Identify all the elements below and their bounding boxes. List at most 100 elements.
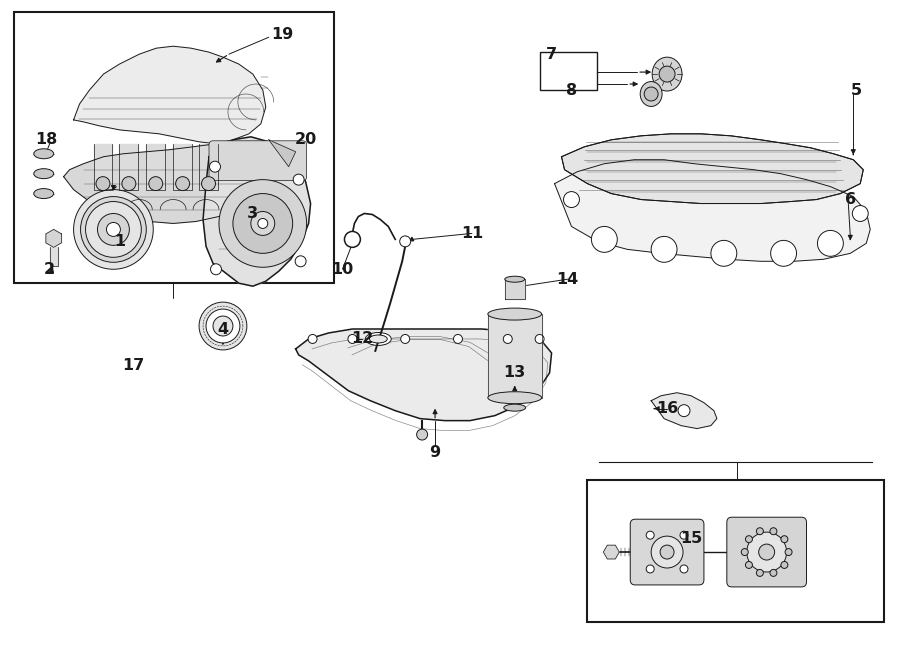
Circle shape xyxy=(785,549,792,555)
Ellipse shape xyxy=(34,149,54,159)
Circle shape xyxy=(646,531,654,539)
Polygon shape xyxy=(269,140,296,167)
Ellipse shape xyxy=(504,404,526,411)
Circle shape xyxy=(745,535,752,543)
Circle shape xyxy=(293,174,304,185)
Circle shape xyxy=(148,176,163,190)
Circle shape xyxy=(781,561,788,568)
Polygon shape xyxy=(50,247,58,266)
Circle shape xyxy=(652,536,683,568)
Polygon shape xyxy=(554,160,870,261)
Circle shape xyxy=(644,87,658,101)
Polygon shape xyxy=(46,229,61,247)
Circle shape xyxy=(74,190,153,269)
Circle shape xyxy=(852,206,868,221)
Polygon shape xyxy=(203,137,310,286)
Circle shape xyxy=(199,302,247,350)
Circle shape xyxy=(202,176,215,190)
Text: 9: 9 xyxy=(429,445,441,460)
Circle shape xyxy=(770,241,796,266)
Text: 14: 14 xyxy=(556,272,579,287)
Polygon shape xyxy=(147,144,166,190)
Bar xyxy=(540,52,598,90)
Circle shape xyxy=(660,545,674,559)
Circle shape xyxy=(251,212,274,235)
Circle shape xyxy=(759,544,775,560)
Circle shape xyxy=(417,429,428,440)
Circle shape xyxy=(536,334,544,344)
Circle shape xyxy=(257,219,268,229)
Circle shape xyxy=(652,237,677,262)
Polygon shape xyxy=(64,144,271,223)
Bar xyxy=(588,481,884,622)
Ellipse shape xyxy=(505,276,525,282)
Polygon shape xyxy=(603,545,619,559)
FancyBboxPatch shape xyxy=(727,517,806,587)
Polygon shape xyxy=(74,46,265,144)
Polygon shape xyxy=(94,144,112,190)
Circle shape xyxy=(678,405,690,416)
Text: 8: 8 xyxy=(566,83,577,98)
Polygon shape xyxy=(120,144,139,190)
Circle shape xyxy=(770,569,777,576)
Circle shape xyxy=(106,223,121,237)
Circle shape xyxy=(454,334,463,344)
Circle shape xyxy=(400,236,410,247)
Circle shape xyxy=(756,569,763,576)
Circle shape xyxy=(96,176,110,190)
Circle shape xyxy=(659,66,675,82)
Ellipse shape xyxy=(640,81,662,106)
Text: 13: 13 xyxy=(504,366,526,380)
Text: 5: 5 xyxy=(850,83,862,98)
Circle shape xyxy=(747,532,787,572)
Text: 18: 18 xyxy=(36,132,58,147)
Ellipse shape xyxy=(365,332,392,346)
Circle shape xyxy=(400,334,410,344)
Circle shape xyxy=(348,334,357,344)
Text: 16: 16 xyxy=(656,401,679,416)
Text: 12: 12 xyxy=(351,331,374,346)
Bar xyxy=(14,13,335,283)
Text: 3: 3 xyxy=(248,206,258,221)
Circle shape xyxy=(563,192,580,208)
Text: 1: 1 xyxy=(113,234,125,249)
Polygon shape xyxy=(652,393,717,428)
Circle shape xyxy=(680,531,688,539)
Polygon shape xyxy=(505,279,525,299)
Text: 20: 20 xyxy=(294,132,317,147)
Circle shape xyxy=(503,334,512,344)
Text: 7: 7 xyxy=(546,47,557,61)
Circle shape xyxy=(213,316,233,336)
Circle shape xyxy=(742,549,748,555)
Circle shape xyxy=(81,196,147,262)
Circle shape xyxy=(770,527,777,535)
Circle shape xyxy=(97,214,130,245)
Circle shape xyxy=(817,231,843,256)
Circle shape xyxy=(745,561,752,568)
FancyBboxPatch shape xyxy=(630,519,704,585)
Ellipse shape xyxy=(34,188,54,198)
FancyBboxPatch shape xyxy=(209,141,307,180)
Text: 19: 19 xyxy=(272,26,293,42)
Polygon shape xyxy=(488,314,542,398)
Circle shape xyxy=(86,202,141,257)
Circle shape xyxy=(206,309,240,343)
Circle shape xyxy=(308,334,317,344)
Circle shape xyxy=(233,194,292,253)
Circle shape xyxy=(176,176,190,190)
Circle shape xyxy=(711,241,737,266)
Circle shape xyxy=(210,161,220,172)
Ellipse shape xyxy=(34,169,54,178)
Text: 2: 2 xyxy=(44,262,55,277)
Text: 4: 4 xyxy=(218,321,229,336)
Circle shape xyxy=(211,264,221,275)
Polygon shape xyxy=(173,144,192,190)
Circle shape xyxy=(756,527,763,535)
Circle shape xyxy=(345,231,360,247)
Circle shape xyxy=(295,256,306,267)
Circle shape xyxy=(646,565,654,573)
Circle shape xyxy=(680,565,688,573)
Text: 15: 15 xyxy=(680,531,702,545)
Polygon shape xyxy=(199,144,218,190)
Circle shape xyxy=(122,176,136,190)
